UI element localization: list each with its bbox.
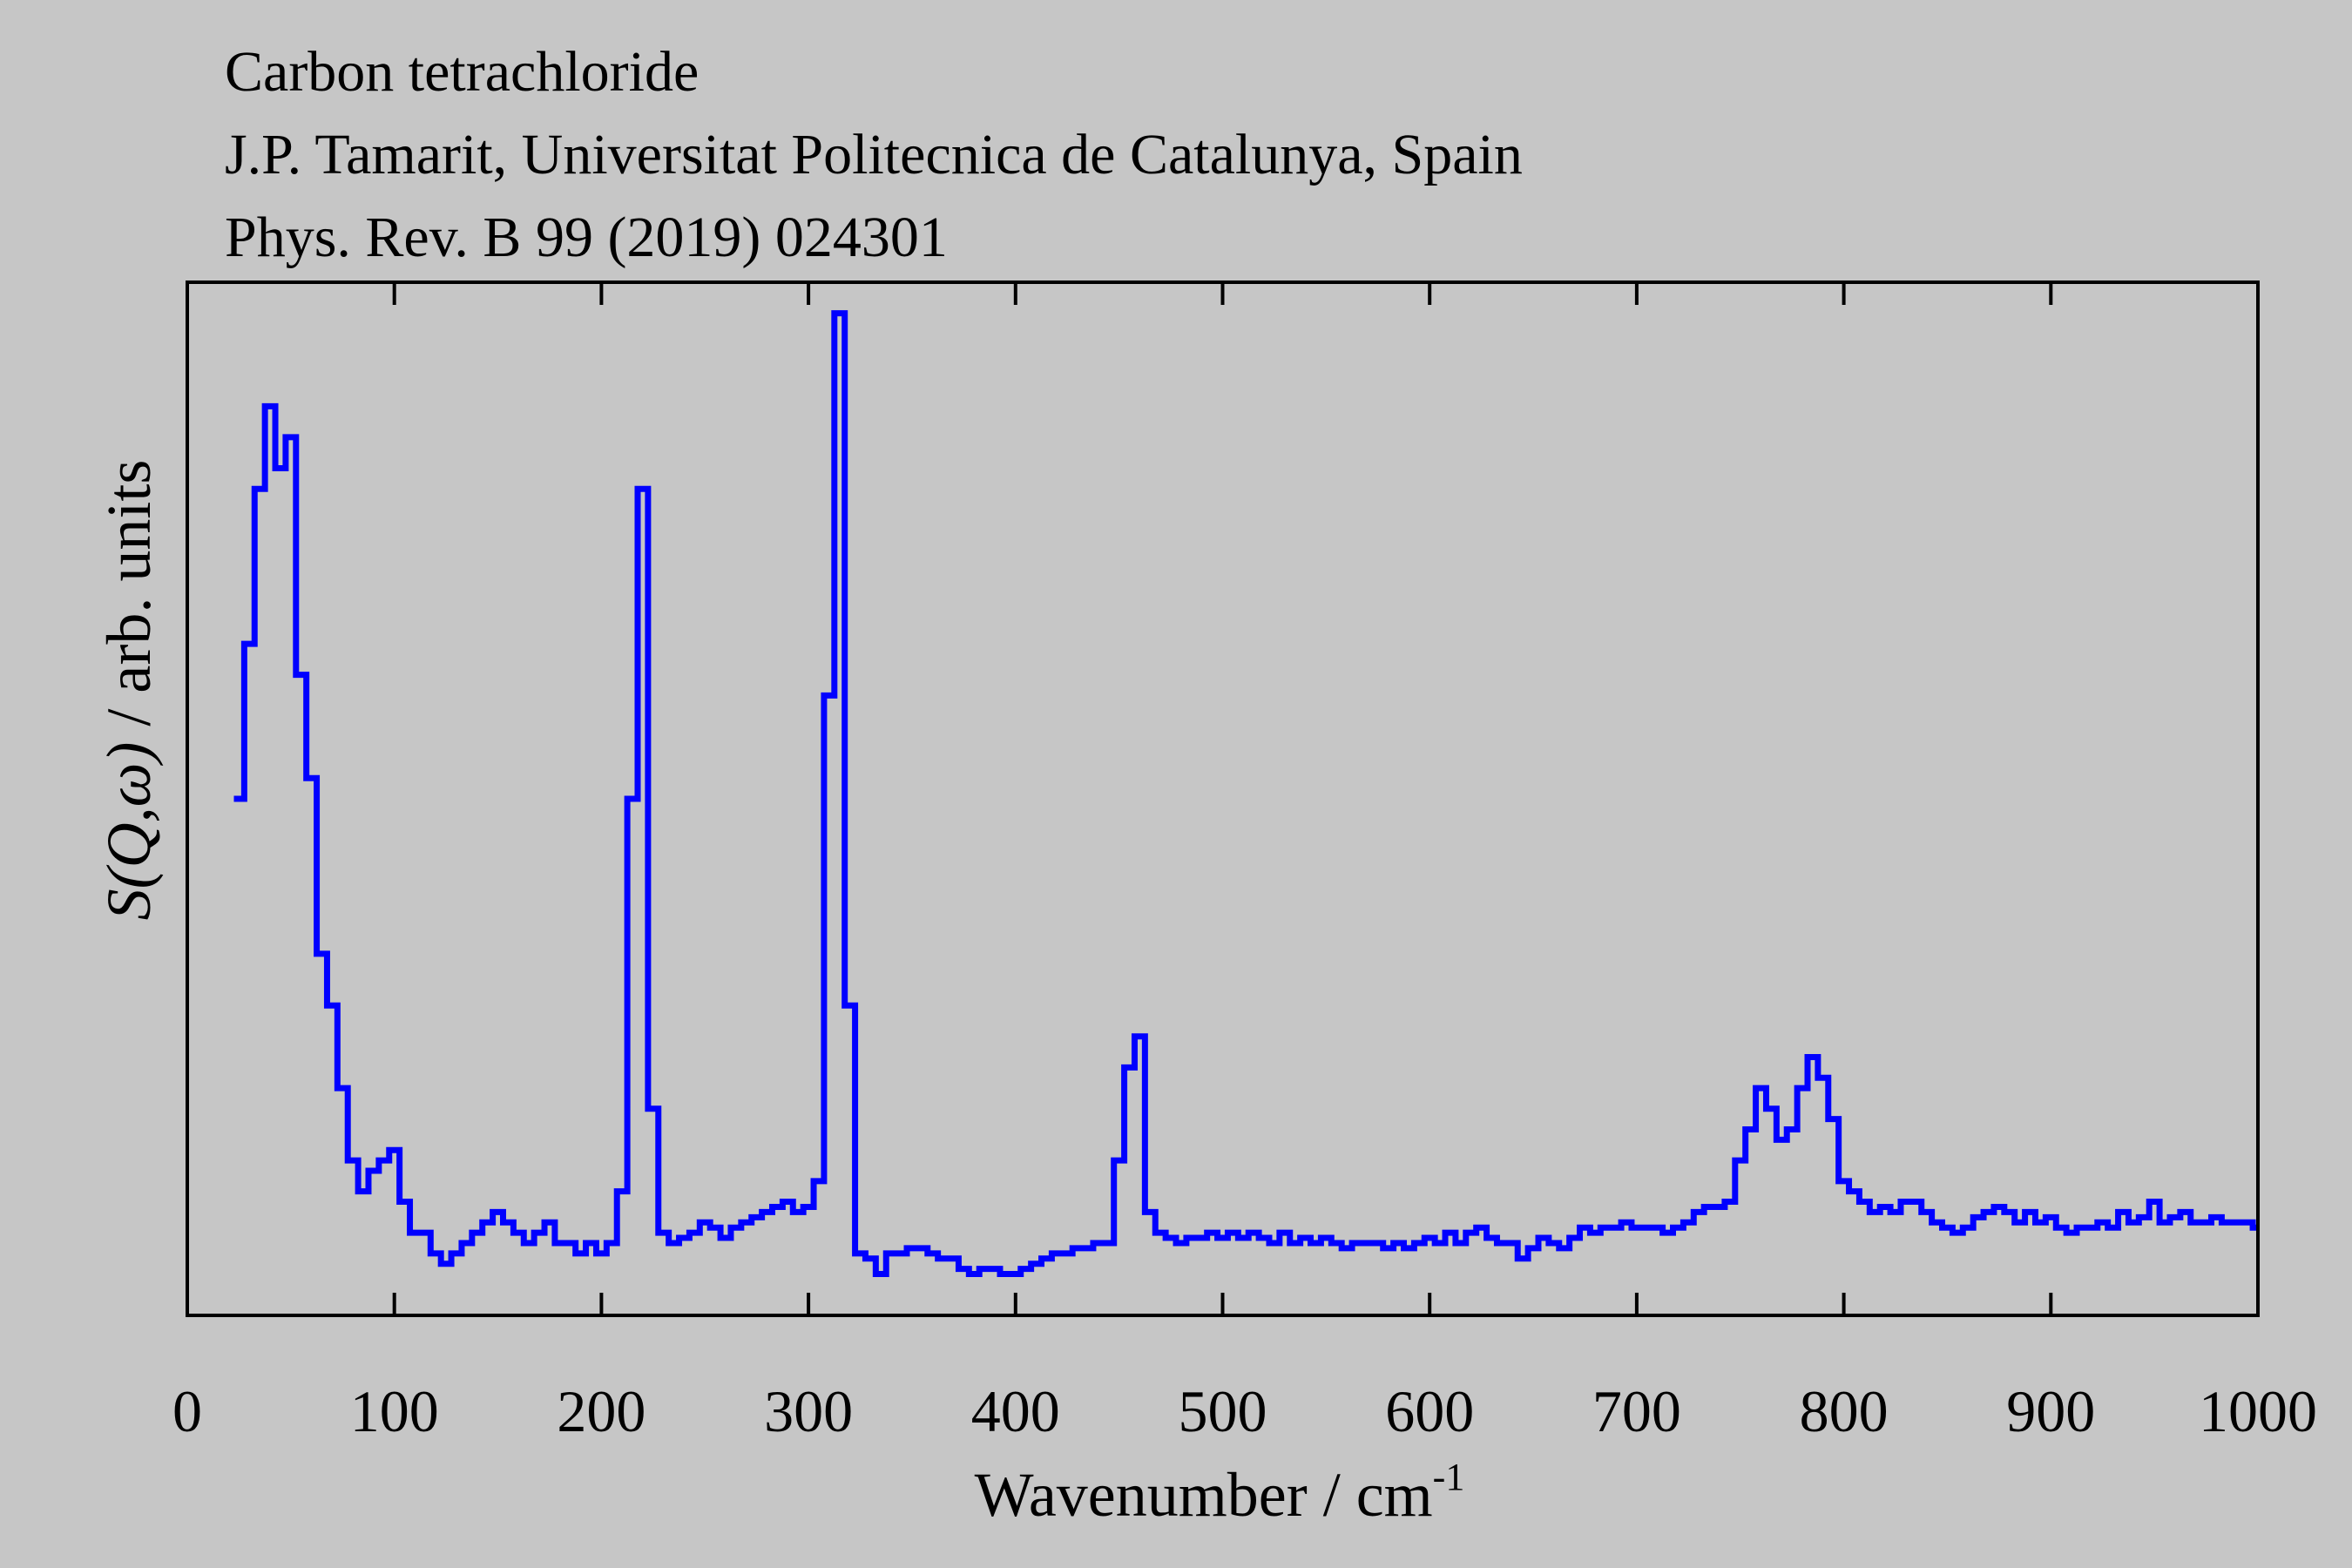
x-tick-labels: 0 100 200 300 400 500 600 700 800 900 1000 [172, 1378, 2317, 1444]
plot-frame [186, 280, 2260, 1317]
title-line-3: Phys. Rev. B 99 (2019) 024301 [225, 206, 948, 269]
y-axis-label-symbol: S(Q,ω) [94, 742, 164, 921]
title-line-1: Carbon tetrachloride [225, 40, 699, 104]
x-tick-label: 400 [971, 1378, 1060, 1444]
x-tick-label: 300 [764, 1378, 853, 1444]
x-tick-label: 900 [2006, 1378, 2095, 1444]
x-tick-label: 100 [350, 1378, 439, 1444]
x-tick-label: 0 [172, 1378, 202, 1444]
y-axis-label-units: / arb. units [94, 460, 164, 742]
x-tick-label: 700 [1592, 1378, 1681, 1444]
title-line-2: J.P. Tamarit, Universitat Politecnica de… [225, 123, 1523, 186]
x-tick-label: 800 [1800, 1378, 1889, 1444]
y-axis-label: S(Q,ω) / arb. units [94, 460, 164, 921]
x-axis-label-superscript: -1 [1433, 1456, 1465, 1498]
x-axis-label: Wavenumber / cm-1 [975, 1456, 1465, 1530]
x-tick-label: 1000 [2199, 1378, 2317, 1444]
spectrum-line [233, 310, 2258, 1278]
x-tick-label: 200 [557, 1378, 645, 1444]
x-axis-label-text: Wavenumber / cm [975, 1460, 1433, 1530]
x-tick-label: 600 [1385, 1378, 1474, 1444]
x-tick-label: 500 [1179, 1378, 1267, 1444]
